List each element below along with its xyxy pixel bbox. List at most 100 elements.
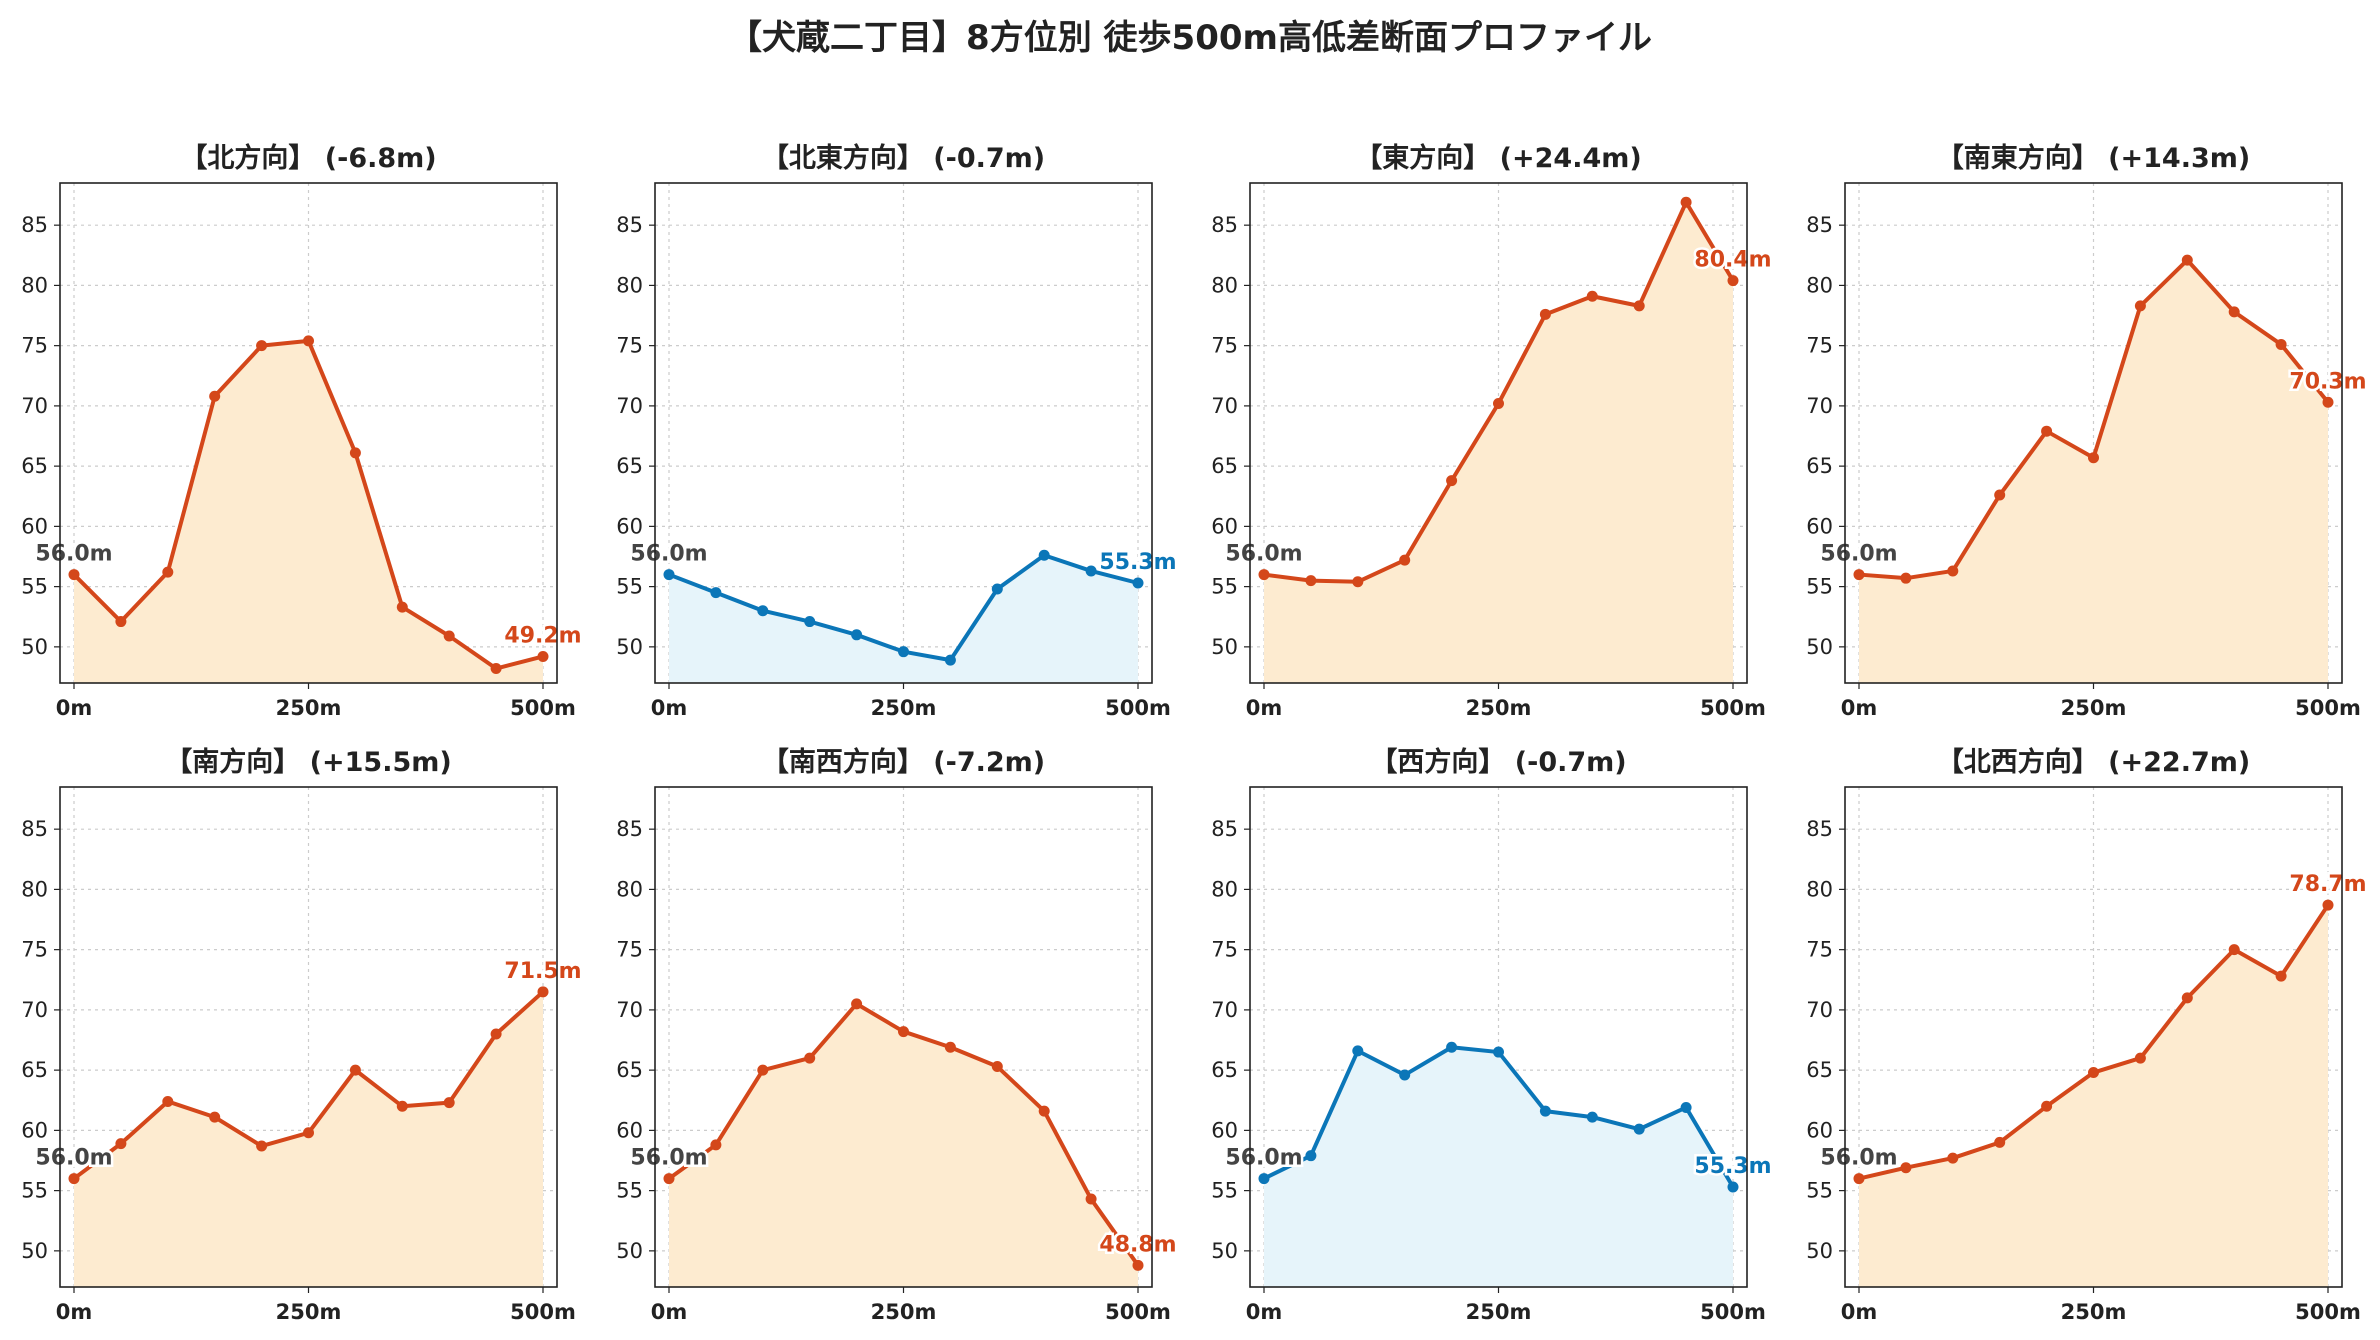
elevation-area <box>1264 1047 1733 1287</box>
chart-title: 【北方向】 (-6.8m) <box>180 142 436 174</box>
elevation-point <box>2322 396 2334 408</box>
elevation-point <box>1038 1105 1050 1117</box>
elevation-point <box>1853 569 1865 581</box>
elevation-point <box>804 1052 816 1064</box>
figure-title: 【犬蔵二丁目】8方位別 徒歩500m高低差断面プロファイル <box>728 18 1652 58</box>
elevation-point <box>443 1097 455 1109</box>
elevation-point <box>2181 254 2193 266</box>
x-tick-label: 0m <box>651 696 688 720</box>
elevation-point <box>2088 452 2099 464</box>
chart-title: 【南西方向】 (-7.2m) <box>762 746 1045 778</box>
x-tick-label: 0m <box>1841 696 1878 720</box>
y-tick-label: 80 <box>616 877 643 901</box>
elevation-point <box>1258 569 1270 581</box>
elevation-point <box>1493 397 1504 409</box>
elevation-point <box>68 569 80 581</box>
y-tick-label: 70 <box>616 394 643 418</box>
profile-chart-2: 【東方向】 (+24.4m) 50 55 60 65 70 75 80 85 0m 250m 500m… <box>1211 142 1774 720</box>
elevation-point <box>1258 1173 1270 1185</box>
y-tick-label: 65 <box>1211 454 1238 478</box>
elevation-point <box>2228 306 2240 318</box>
y-tick-label: 70 <box>1211 998 1238 1022</box>
elevation-point <box>303 1127 314 1139</box>
profile-chart-3: 【南東方向】 (+14.3m) 50 55 60 65 70 75 80 85 0m 250m 500… <box>1806 142 2369 720</box>
elevation-area <box>1859 905 2328 1287</box>
y-tick-label: 85 <box>616 817 643 841</box>
y-tick-label: 50 <box>21 1239 48 1263</box>
x-tick-label: 250m <box>2061 696 2127 720</box>
elevation-point <box>663 1173 675 1185</box>
elevation-point <box>209 390 221 402</box>
elevation-point <box>68 1173 80 1185</box>
x-tick-label: 500m <box>1105 1300 1171 1324</box>
x-tick-label: 0m <box>651 1300 688 1324</box>
elevation-area <box>74 340 543 683</box>
x-tick-label: 0m <box>56 1300 93 1324</box>
elevation-point <box>1680 1101 1692 1113</box>
y-tick-label: 85 <box>21 817 48 841</box>
plot-frame <box>59 786 558 1288</box>
y-tick-label: 75 <box>21 938 48 962</box>
x-tick-label: 500m <box>1700 696 1766 720</box>
plot-frame <box>1249 182 1748 684</box>
elevation-point <box>256 1140 268 1152</box>
elevation-point <box>1900 1162 1912 1174</box>
y-tick-label: 70 <box>616 998 643 1022</box>
elevation-point <box>991 583 1003 595</box>
start-elevation-label: 56.0m <box>1225 1146 1302 1171</box>
elevation-area <box>1859 260 2328 683</box>
elevation-point <box>1727 275 1739 287</box>
elevation-point <box>2134 1052 2146 1064</box>
elevation-point <box>1586 1111 1598 1123</box>
elevation-point <box>2275 970 2287 982</box>
elevation-point <box>115 616 127 628</box>
elevation-point <box>991 1061 1003 1073</box>
elevation-point <box>303 335 314 347</box>
elevation-point <box>898 1026 909 1038</box>
elevation-point <box>944 1041 956 1053</box>
profile-chart-4: 【南方向】 (+15.5m) 50 55 60 65 70 75 80 85 0m 250m 500m… <box>21 746 584 1324</box>
profile-chart-0: 【北方向】 (-6.8m) 50 55 60 65 70 75 80 85 0m 250m 500m 5… <box>21 142 584 720</box>
x-tick-label: 500m <box>1700 1300 1766 1324</box>
y-tick-label: 85 <box>21 213 48 237</box>
y-tick-label: 65 <box>1211 1058 1238 1082</box>
elevation-point <box>396 601 408 613</box>
x-tick-label: 250m <box>1466 1300 1532 1324</box>
x-tick-label: 500m <box>1105 696 1171 720</box>
y-tick-label: 80 <box>1806 877 1833 901</box>
elevation-point <box>1994 1136 2006 1148</box>
y-tick-label: 55 <box>1211 1179 1238 1203</box>
start-elevation-label: 56.0m <box>1225 542 1302 567</box>
chart-title: 【北東方向】 (-0.7m) <box>762 142 1045 174</box>
elevation-point <box>1305 1150 1317 1162</box>
start-elevation-label: 56.0m <box>35 542 112 567</box>
elevation-point <box>1900 572 1912 584</box>
elevation-point <box>1586 290 1598 302</box>
y-tick-label: 60 <box>1806 1118 1833 1142</box>
x-tick-label: 0m <box>56 696 93 720</box>
elevation-point <box>537 986 549 998</box>
start-elevation-label: 56.0m <box>35 1146 112 1171</box>
chart-title: 【南方向】 (+15.5m) <box>165 746 451 778</box>
elevation-point <box>209 1111 221 1123</box>
y-tick-label: 80 <box>21 273 48 297</box>
y-tick-label: 70 <box>21 394 48 418</box>
y-tick-label: 80 <box>1806 273 1833 297</box>
y-tick-label: 65 <box>21 1058 48 1082</box>
elevation-point <box>1352 1045 1364 1057</box>
elevation-point <box>1539 1105 1551 1117</box>
end-elevation-label: 70.3m <box>2289 369 2366 394</box>
elevation-point <box>663 569 675 581</box>
y-tick-label: 65 <box>616 1058 643 1082</box>
elevation-point <box>1727 1181 1739 1193</box>
y-tick-label: 50 <box>1211 635 1238 659</box>
end-elevation-label: 55.3m <box>1694 1154 1771 1179</box>
elevation-point <box>1493 1046 1504 1058</box>
y-tick-label: 60 <box>1211 1118 1238 1142</box>
chart-title: 【北西方向】 (+22.7m) <box>1937 746 2250 778</box>
y-tick-label: 50 <box>21 635 48 659</box>
end-elevation-label: 78.7m <box>2289 872 2366 897</box>
elevation-point <box>851 629 863 641</box>
x-tick-label: 500m <box>2295 1300 2361 1324</box>
